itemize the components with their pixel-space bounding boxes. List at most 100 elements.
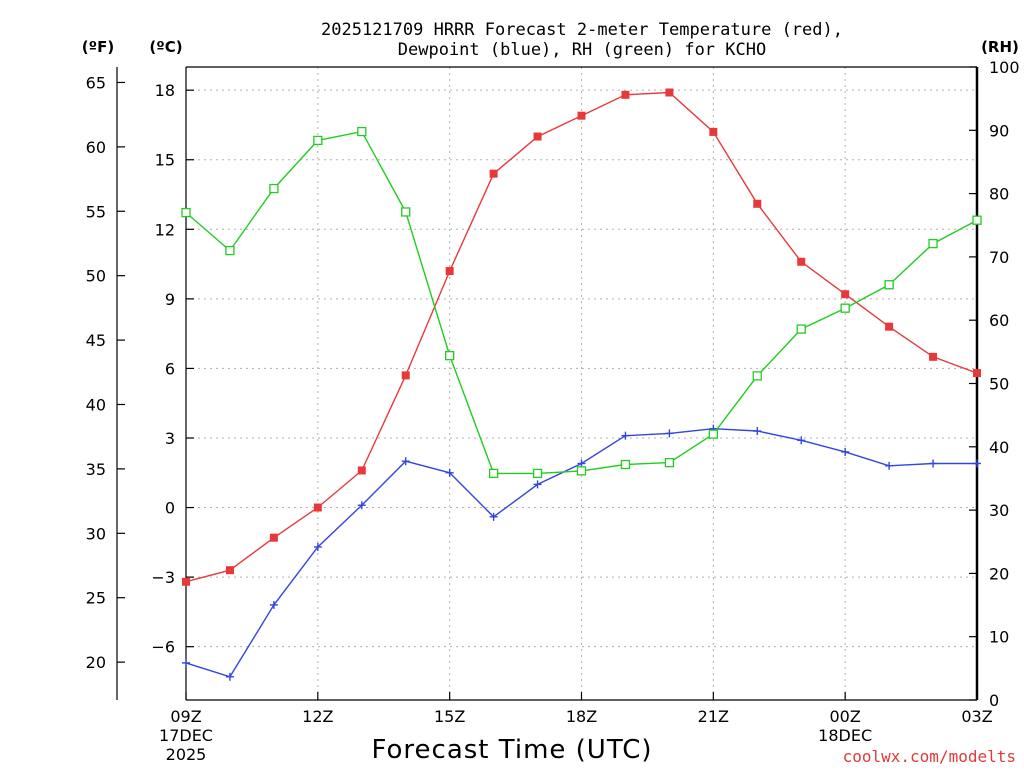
rh-tick-label: 40 [989,438,1009,457]
dewpoint-point [269,600,278,609]
temperature-point [929,352,938,361]
rh-point [401,207,411,217]
temperature-point [225,566,234,575]
x-tick-label: 09Z [170,707,201,726]
rh-tick-label: 10 [989,628,1009,647]
gridlines [185,67,978,700]
celsius-tick-label: 3 [165,429,175,448]
fahrenheit-tick-label: 45 [86,331,106,350]
x-tick-label: 18Z [566,707,597,726]
dewpoint-point [445,468,454,477]
dewpoint-point [621,431,630,440]
rh-point [313,135,323,146]
x-tick-label: 03Z [961,707,992,726]
rh-point [620,459,631,470]
rh-point [840,303,850,313]
fahrenheit-tick-label: 60 [86,138,106,157]
temperature-point [357,466,366,475]
rh-point [972,215,982,225]
rh-point [445,350,455,361]
rh-tick-label: 20 [989,564,1009,583]
dewpoint-point [797,436,806,445]
temperature-point [665,88,674,97]
x-axis-label: Forecast Time (UTC) [371,735,652,765]
fahrenheit-tick-label: 65 [86,73,106,92]
fahrenheit-tick-label: 20 [86,653,106,672]
rh-point [928,238,938,249]
celsius-axis-unit: (ºC) [149,38,182,56]
fahrenheit-tick-label: 35 [86,460,106,479]
x-tick-label: 15Z [434,707,465,726]
rh-point [225,245,235,256]
dewpoint-point [401,457,410,466]
temperature-point [533,132,542,141]
fahrenheit-axis-unit: (ºF) [82,38,114,56]
rh-tick-label: 70 [989,248,1009,267]
temperature-point [445,267,454,276]
rh-tick-label: 60 [989,311,1009,330]
rh-point [796,324,806,334]
rh-tick-label: 80 [989,185,1009,204]
temperature-point [401,371,410,380]
dewpoint-point [665,429,674,438]
data-series [181,88,982,681]
rh-point [884,280,894,290]
rh-tick-label: 50 [989,375,1009,394]
fahrenheit-tick-label: 40 [86,395,106,414]
fahrenheit-tick-label: 30 [86,524,106,543]
x-tick-label: 12Z [302,707,333,726]
rh-point [181,207,191,218]
x-tick-label: 00Z [830,707,861,726]
x-tick-date: 18DEC [818,726,872,745]
dewpoint-point [225,672,234,681]
rh-point [752,371,762,381]
dewpoint-point [841,447,850,456]
fahrenheit-tick-label: 25 [86,589,106,608]
dewpoint-point [973,459,981,468]
fahrenheit-tick-label: 50 [86,267,106,286]
temperature-point [313,503,322,512]
rh-point [708,429,718,439]
celsius-tick-label: 18 [155,81,175,100]
celsius-tick-label: 15 [155,151,175,170]
rh-point [664,457,675,468]
celsius-tick-label: −6 [151,638,175,657]
chart-title-line1: 2025121709 HRRR Forecast 2-meter Tempera… [321,20,843,40]
rh-tick-label: 30 [989,501,1009,520]
dewpoint-point [357,501,366,510]
temperature-point [797,257,806,266]
temperature-point [269,533,278,542]
temperature-point [182,577,190,586]
rh-axis-unit: (RH) [981,38,1019,56]
rh-tick-label: 100 [989,58,1020,77]
rh-tick-label: 90 [989,121,1009,140]
temperature-point [753,199,762,208]
temperature-point [973,369,981,378]
celsius-tick-label: 6 [165,359,175,378]
temperature-point [489,169,498,178]
rh-point [269,183,279,194]
temperature-point [709,127,718,136]
chart-title-line2: Dewpoint (blue), RH (green) for KCHO [398,40,766,60]
axes: 20 25 30 35 40 45 50 55 60 65 −6 −3 0 3 6 9 12 15 18 0 10 20 3… [86,58,1020,710]
temperature-point [885,322,894,331]
fahrenheit-tick-label: 55 [86,202,106,221]
temperature-point [577,111,586,120]
celsius-tick-label: 0 [165,499,175,518]
dewpoint-point [313,542,322,551]
dewpoint-point [182,658,190,667]
dewpoint-point [533,480,542,489]
x-tick-year: 2025 [166,745,207,764]
temperature-point [841,290,850,299]
celsius-tick-label: 12 [155,220,175,239]
temperature-point [621,90,630,99]
rh-point [532,468,543,479]
credit-text: coolwx.com/modelts [843,747,1016,766]
dewpoint-point [753,427,762,436]
rh-point [488,468,499,479]
dewpoint-point [577,459,586,468]
dewpoint-point [489,512,498,521]
x-tick-label: 21Z [698,707,729,726]
